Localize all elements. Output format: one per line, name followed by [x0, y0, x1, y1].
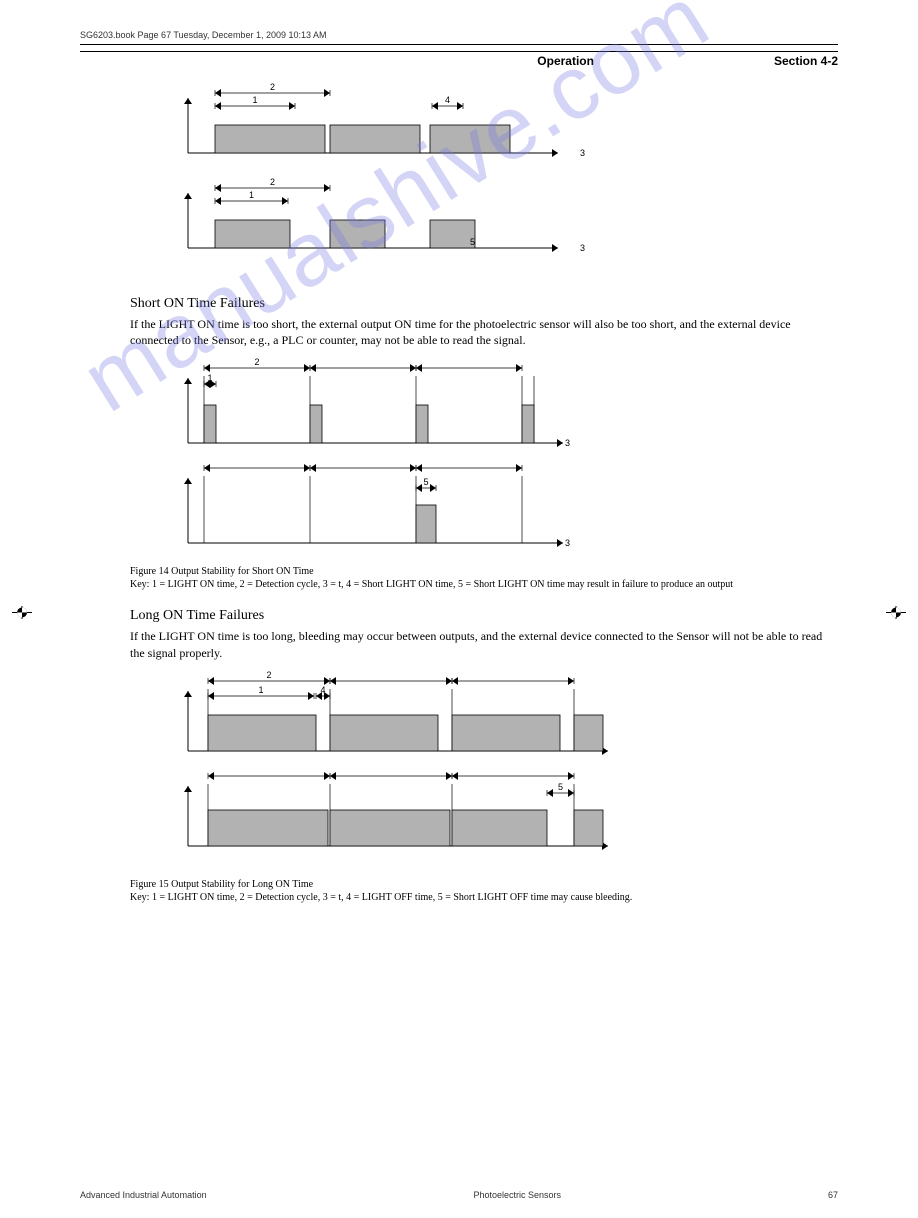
footer-center: Photoelectric Sensors — [474, 1190, 562, 1200]
svg-text:1: 1 — [207, 373, 212, 383]
fig15-svg: 21 4 5 — [170, 671, 610, 871]
section-long-on-title: Long ON Time Failures — [130, 608, 918, 624]
fig15-caption: Figure 15 Output Stability for Long ON T… — [130, 879, 918, 890]
svg-text:1: 1 — [258, 685, 263, 695]
svg-text:2: 2 — [266, 671, 271, 680]
svg-text:5: 5 — [470, 237, 475, 247]
section-short-on-para: If the LIGHT ON time is too short, the e… — [130, 316, 838, 348]
fig14-svg: 2 1 3 5 3 — [170, 358, 610, 558]
figure-1: 2 1 4 3 2 1 3 5 — [170, 78, 918, 278]
fig14-caption: Figure 14 Output Stability for Short ON … — [130, 566, 918, 577]
header-section: Section 4-2 — [774, 54, 838, 68]
crop-mark-left — [12, 606, 32, 619]
svg-text:1: 1 — [249, 190, 254, 200]
svg-text:3: 3 — [580, 148, 585, 158]
fig15-key: Key: 1 = LIGHT ON time, 2 = Detection cy… — [130, 892, 918, 903]
figure-15: 21 4 5 — [170, 671, 918, 871]
header-right-title: Operation — [537, 54, 594, 68]
page-footer: Advanced Industrial Automation Photoelec… — [80, 1190, 838, 1200]
page-root: SG6203.book Page 67 Tuesday, December 1,… — [0, 30, 918, 1218]
svg-text:3: 3 — [565, 538, 570, 548]
svg-text:4: 4 — [320, 685, 325, 695]
svg-text:4: 4 — [445, 95, 450, 105]
figure-14: 2 1 3 5 3 — [170, 358, 918, 558]
fig1-svg: 2 1 4 3 2 1 3 5 — [170, 78, 610, 278]
header-left: SG6203.book Page 67 Tuesday, December 1,… — [80, 30, 327, 40]
svg-text:2: 2 — [270, 82, 275, 92]
svg-text:2: 2 — [270, 177, 275, 187]
svg-text:1: 1 — [252, 95, 257, 105]
page-header: SG6203.book Page 67 Tuesday, December 1,… — [80, 30, 838, 45]
header-rule — [80, 51, 838, 52]
fig14-key: Key: 1 = LIGHT ON time, 2 = Detection cy… — [130, 579, 918, 590]
svg-text:2: 2 — [254, 358, 259, 367]
svg-text:3: 3 — [565, 438, 570, 448]
section-short-on-title: Short ON Time Failures — [130, 296, 918, 312]
svg-text:3: 3 — [580, 243, 585, 253]
svg-text:5: 5 — [423, 477, 428, 487]
section-long-on-para: If the LIGHT ON time is too long, bleedi… — [130, 628, 838, 660]
footer-left: Advanced Industrial Automation — [80, 1190, 207, 1200]
page-number: 67 — [828, 1190, 838, 1200]
crop-mark-right — [886, 606, 906, 619]
svg-text:5: 5 — [558, 782, 563, 792]
